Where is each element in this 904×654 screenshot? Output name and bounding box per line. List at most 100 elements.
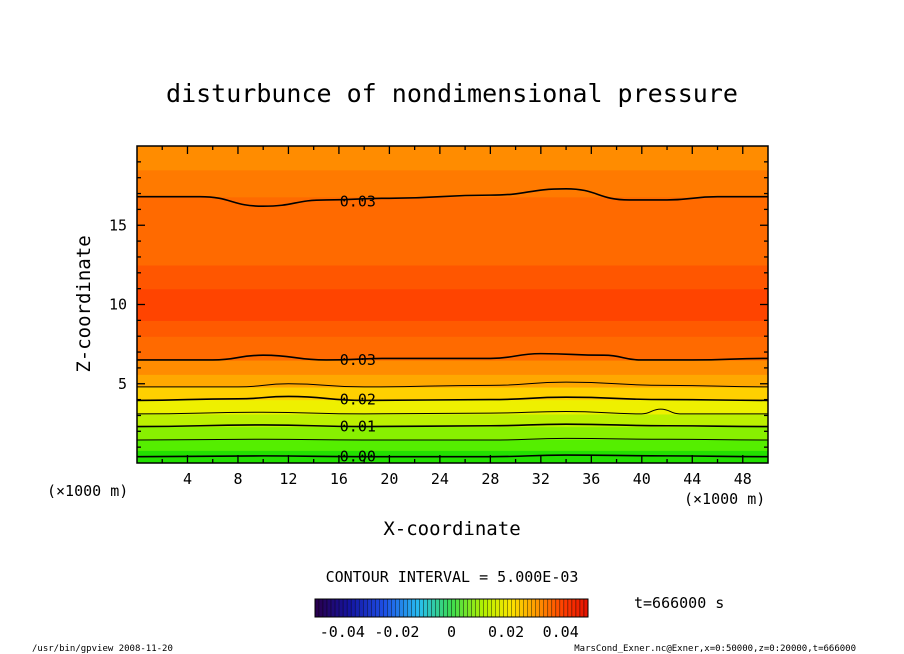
y-tick-label-15: 15 (109, 216, 127, 234)
colorbar-cell-58 (547, 598, 553, 618)
colorbar-cell-35 (455, 598, 460, 618)
contour-line-6 (137, 437, 768, 441)
colorbar-cell-53 (527, 598, 532, 618)
colorbar-cell-51 (519, 598, 524, 618)
x-tick-label-36: 36 (582, 470, 600, 488)
colorbar-cell-52 (523, 598, 528, 618)
colorbar-cell-1 (318, 598, 324, 618)
contour-label-1: 0.03 (340, 351, 376, 369)
footer-right: MarsCond_Exner.nc@Exner,x=0:50000,z=0:20… (574, 644, 856, 654)
colorbar-frame (314, 598, 589, 618)
colorbar-cell-34 (451, 598, 456, 618)
colorbar-cell-66 (579, 598, 585, 618)
colorbar-cell-46 (499, 598, 504, 618)
x-tick-label-24: 24 (431, 470, 449, 488)
colorbar-cell-37 (463, 598, 468, 618)
contour-label-0: 0.03 (340, 192, 376, 210)
contour-band-12 (137, 196, 768, 266)
chart-title: disturbunce of nondimensional pressure (166, 79, 738, 108)
colorbar-cell-11 (358, 598, 364, 618)
y-tick-label-5: 5 (118, 375, 127, 393)
contour-band-7 (137, 359, 768, 375)
colorbar-cell-14 (371, 598, 376, 618)
colorbar-cell-3 (326, 598, 332, 618)
x-tick-label-12: 12 (279, 470, 297, 488)
colorbar-cell-40 (475, 598, 480, 618)
colorbar-cell-24 (411, 598, 416, 618)
colorbar-cell-29 (431, 598, 436, 618)
colorbar-cell-23 (407, 598, 412, 618)
colorbar-cell-54 (531, 598, 536, 618)
x-tick-label-32: 32 (532, 470, 550, 488)
colorbar-cell-0 (314, 598, 320, 618)
colorbar-tick-label-1: -0.02 (374, 623, 419, 641)
footer-left: /usr/bin/gpview 2008-11-20 (32, 644, 173, 654)
contour-label-4: 0.00 (340, 448, 376, 466)
x-tick-label-20: 20 (380, 470, 398, 488)
y-axis-label: Z-coordinate (73, 235, 95, 372)
colorbar-cell-49 (511, 598, 516, 618)
contour-band-13 (137, 169, 768, 198)
colorbar-cell-2 (322, 598, 328, 618)
contour-band-9 (137, 320, 768, 337)
colorbar-cell-4 (330, 598, 336, 618)
contour-band-2 (137, 426, 768, 440)
colorbar-cell-60 (555, 598, 561, 618)
x-unit-left: (×1000 m) (47, 482, 128, 500)
colorbar-cell-8 (346, 598, 352, 618)
contour-band-10 (137, 288, 768, 321)
colorbar-cell-17 (383, 598, 388, 618)
y-tick-labels: 5 10 15 (109, 216, 127, 393)
colorbar-cell-19 (391, 598, 396, 618)
colorbar-cell-10 (354, 598, 360, 618)
colorbar-cell-39 (471, 598, 476, 618)
contour-lines (137, 187, 768, 458)
contour-interval: CONTOUR INTERVAL = 5.000E-03 (326, 568, 579, 586)
colorbar-cell-27 (423, 598, 428, 618)
colorbar-cell-38 (467, 598, 472, 618)
colorbar-cell-41 (479, 598, 484, 618)
colorbar-cell-30 (435, 598, 440, 618)
contour-fill (137, 146, 768, 463)
colorbar-cell-6 (338, 598, 344, 618)
colorbar-cell-63 (567, 598, 573, 618)
colorbar-cell-47 (503, 598, 508, 618)
contour-band-1 (137, 439, 768, 451)
colorbar-cell-43 (487, 598, 492, 618)
contour-band-3 (137, 413, 768, 428)
colorbar-cell-18 (387, 598, 392, 618)
colorbar-cell-25 (415, 598, 420, 618)
colorbar-cell-57 (543, 598, 549, 618)
contour-label-3: 0.01 (340, 418, 376, 436)
contour-line-4 (137, 408, 768, 415)
colorbar-cell-45 (495, 598, 500, 618)
contour-label-2: 0.02 (340, 391, 376, 409)
contour-band-14 (137, 146, 768, 171)
contour-line-3 (137, 395, 768, 402)
contour-band-8 (137, 336, 768, 361)
contour-band-4 (137, 399, 768, 415)
colorbar-cell-61 (559, 598, 565, 618)
colorbar-cell-21 (399, 598, 404, 618)
colorbar-cell-62 (563, 598, 569, 618)
colorbar-cell-13 (367, 598, 372, 618)
colorbar-cell-16 (379, 598, 384, 618)
colorbar-cell-67 (583, 598, 589, 618)
colorbar-cell-36 (459, 598, 464, 618)
colorbar-cell-31 (439, 598, 444, 618)
colorbar-tick-labels: -0.04 -0.02 0 0.02 0.04 (320, 623, 579, 641)
contour-labels: 0.03 0.03 0.02 0.01 0.00 (340, 192, 376, 466)
colorbar-tick-label-3: 0.02 (488, 623, 524, 641)
x-tick-label-48: 48 (734, 470, 752, 488)
colorbar-cell-22 (403, 598, 408, 618)
colorbar-cell-20 (395, 598, 400, 618)
colorbar-cell-33 (447, 598, 452, 618)
x-tick-label-28: 28 (481, 470, 499, 488)
colorbar-cell-5 (334, 598, 340, 618)
colorbar-cell-44 (491, 598, 496, 618)
contour-band-11 (137, 264, 768, 290)
colorbar (314, 598, 589, 618)
colorbar-cell-7 (342, 598, 348, 618)
colorbar-cell-42 (483, 598, 488, 618)
